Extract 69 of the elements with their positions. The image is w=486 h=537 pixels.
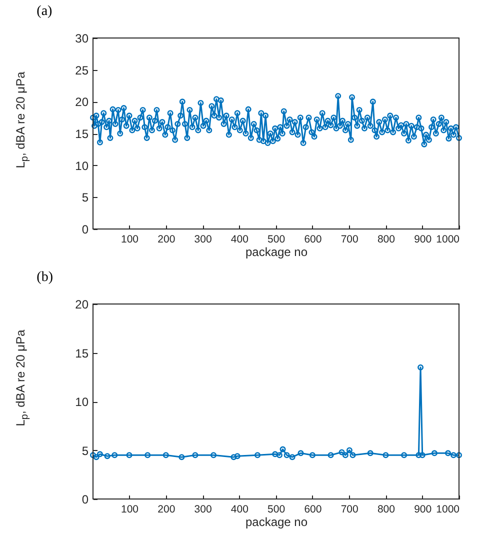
y-tick-label: 15 (75, 127, 89, 141)
y-tick-label: 30 (75, 32, 89, 46)
x-tick-label: 400 (230, 234, 249, 246)
x-tick-label: 300 (194, 504, 212, 516)
point (112, 452, 118, 458)
point (284, 452, 290, 458)
point (419, 452, 426, 458)
x-tick-label: 200 (158, 234, 176, 246)
point (338, 449, 345, 456)
x-tick-label: 300 (194, 234, 212, 246)
point (144, 452, 151, 458)
x-tick-label: 100 (121, 504, 139, 516)
point (350, 452, 356, 458)
chart-title: (a) (36, 4, 53, 19)
x-tick-label: 500 (268, 234, 286, 246)
x-tick-label: 800 (377, 504, 396, 516)
point (96, 451, 103, 458)
y-tick-label: 5 (82, 190, 89, 205)
y-tick-label: 0 (82, 222, 89, 236)
point (382, 452, 389, 458)
point (254, 452, 260, 458)
point (342, 452, 348, 458)
y-tick-label: 10 (75, 158, 89, 173)
point (93, 454, 100, 460)
y-tick-label: 10 (75, 395, 89, 409)
point (178, 454, 185, 460)
point (416, 452, 422, 458)
x-tick-label: 600 (304, 504, 322, 516)
point (346, 447, 352, 454)
y-tick-label: 20 (75, 95, 89, 110)
x-tick-label: 700 (340, 234, 359, 246)
point (234, 453, 240, 460)
x-tick-label: 600 (304, 234, 322, 246)
x-tick-label: 700 (340, 504, 359, 516)
point (367, 450, 374, 456)
x-tick-label: 1000 (436, 504, 460, 516)
point (272, 451, 278, 458)
point (126, 452, 132, 458)
y-tick-label: 25 (75, 63, 89, 78)
point (309, 452, 316, 458)
x-tick-label: 900 (414, 234, 432, 246)
point (289, 454, 296, 460)
x-tick-label: 900 (414, 504, 432, 516)
point (280, 446, 286, 452)
y-tick-label: 15 (75, 346, 89, 360)
point (192, 452, 198, 458)
point (401, 452, 408, 458)
x-axis-title: package no (245, 515, 308, 529)
chart-title: (b) (36, 270, 54, 285)
point (104, 453, 110, 460)
point (328, 452, 334, 458)
point (445, 450, 452, 456)
y-tick-label: 20 (75, 298, 89, 312)
point (162, 452, 169, 458)
y-tick-label: 0 (82, 492, 89, 506)
y-tick-label: 5 (82, 444, 89, 458)
x-tick-label: 1000 (436, 234, 460, 246)
x-tick-label: 400 (230, 504, 249, 516)
x-tick-label: 100 (121, 234, 139, 246)
x-axis-title: package no (245, 245, 308, 259)
point (431, 450, 438, 456)
x-tick-label: 500 (268, 504, 286, 516)
point (230, 454, 237, 460)
point (210, 452, 217, 458)
point (298, 450, 304, 456)
point (418, 364, 424, 370)
x-tick-label: 200 (158, 504, 176, 516)
x-tick-label: 800 (377, 234, 396, 246)
point (276, 452, 282, 458)
